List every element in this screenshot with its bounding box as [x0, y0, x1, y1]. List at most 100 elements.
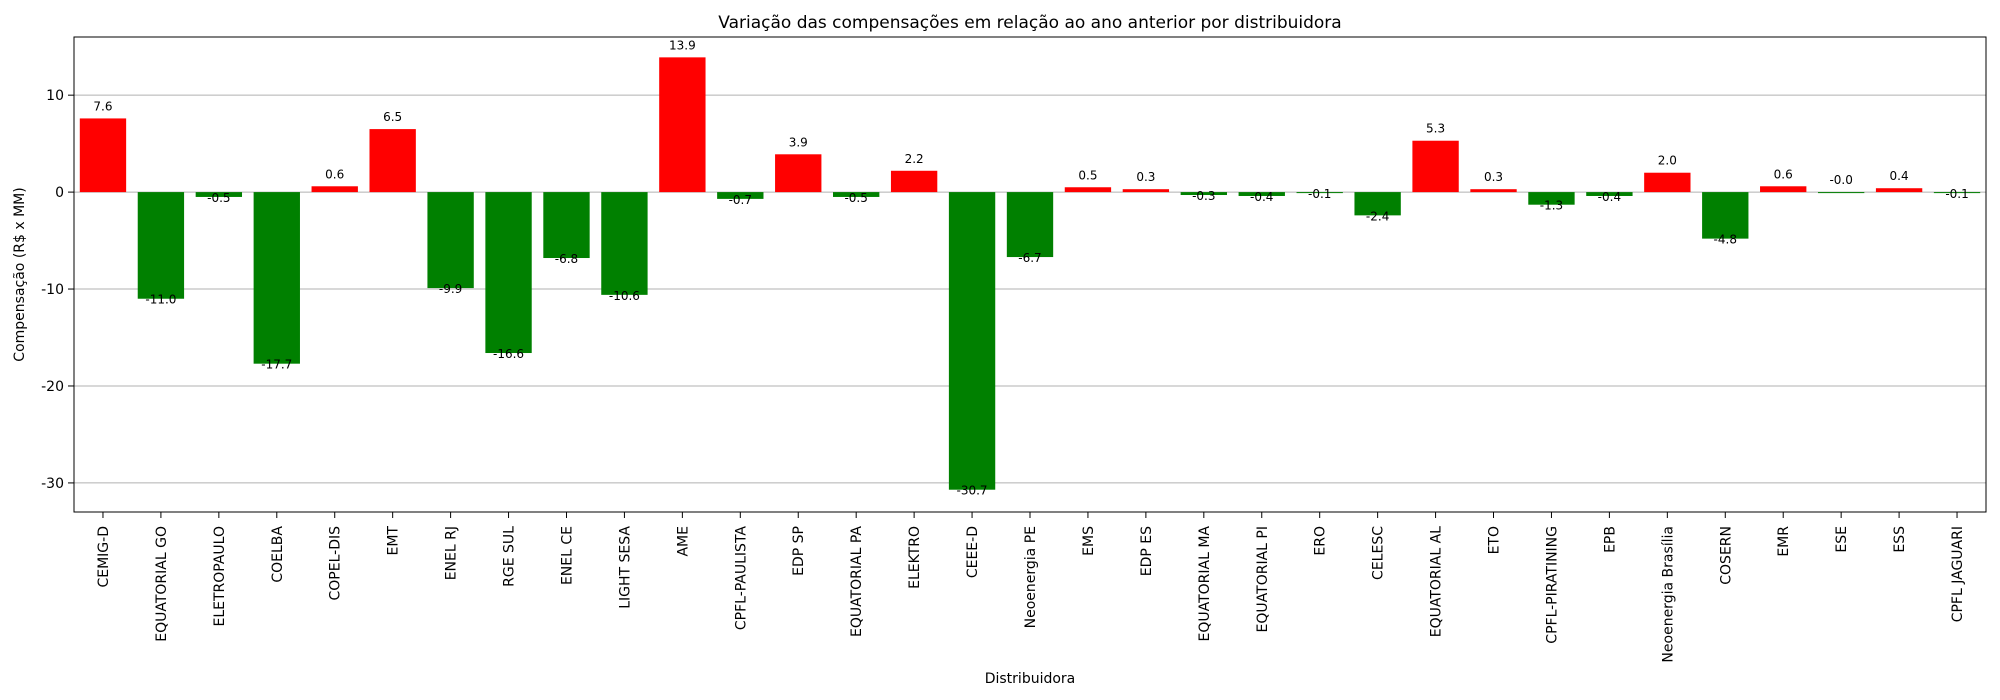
y-axis-title: Compensação (R$ x MM)	[12, 187, 28, 361]
bar	[253, 192, 300, 364]
bar	[1933, 192, 1981, 194]
bar	[543, 192, 590, 259]
x-tick-label: COPEL-DIS	[328, 526, 344, 601]
bar	[1875, 188, 1923, 193]
x-tick-label: RGE SUL	[502, 526, 518, 587]
data-label: -0.1	[1945, 187, 1968, 201]
x-tick-label: EQUATORIAL AL	[1429, 526, 1445, 637]
data-label: 2.0	[1658, 154, 1677, 168]
x-tick-label: Neoenergia Brasília	[1660, 526, 1676, 663]
bar	[427, 192, 474, 289]
data-label: 0.6	[1774, 167, 1793, 181]
data-label: -10.6	[609, 289, 640, 303]
bar	[1006, 192, 1054, 258]
data-label: -17.7	[261, 358, 292, 372]
x-tick-label: CEMIG-D	[96, 526, 112, 588]
data-label: -0.1	[1308, 187, 1331, 201]
x-axis: CEMIG-D EQUATORIAL GO ELETROPAULO COELBA COP…	[96, 512, 1966, 663]
x-tick-label: ESE	[1834, 526, 1850, 553]
data-label: -0.0	[1829, 173, 1852, 187]
bar	[1586, 192, 1633, 196]
x-tick-label: EPB	[1602, 526, 1618, 553]
x-tick-label: Neoenergia PE	[1023, 526, 1039, 628]
y-tick-label: -20	[41, 379, 64, 395]
x-tick-label: CEEE-D	[965, 526, 981, 578]
bar	[1817, 192, 1865, 194]
y-tick-label: -30	[41, 476, 64, 492]
x-tick-label: CPFL-PAULISTA	[733, 526, 749, 631]
x-axis-title: Distribuidora	[985, 671, 1076, 687]
bar	[311, 186, 358, 193]
x-tick-label: ERO	[1313, 526, 1329, 556]
data-label: 0.3	[1136, 170, 1155, 184]
data-label: 0.3	[1484, 170, 1503, 184]
bar	[1354, 192, 1401, 216]
data-label: -0.5	[207, 191, 230, 205]
bar	[1064, 187, 1112, 193]
bar	[775, 154, 822, 193]
x-tick-label: CPFL-PIRATINING	[1544, 526, 1560, 644]
data-label: -0.5	[844, 191, 867, 205]
bar	[1412, 140, 1459, 193]
x-tick-label: EMR	[1776, 526, 1792, 557]
bar	[1296, 192, 1343, 194]
x-tick-label: ETO	[1487, 526, 1503, 554]
bar	[369, 129, 416, 193]
bar	[1470, 189, 1517, 193]
bar	[1644, 172, 1691, 193]
x-tick-label: EQUATORIAL PA	[849, 526, 865, 637]
data-label: 3.9	[789, 135, 808, 149]
bar	[948, 192, 996, 490]
bar	[601, 192, 648, 295]
x-tick-label: EMT	[386, 526, 402, 556]
data-label: -0.7	[729, 193, 752, 207]
x-tick-label: CELESC	[1371, 526, 1387, 580]
x-tick-label: EQUATORIAL GO	[154, 526, 170, 642]
data-label: 13.9	[669, 38, 696, 52]
bar	[79, 118, 127, 193]
data-label: -0.4	[1598, 190, 1621, 204]
x-tick-label: EQUATORIAL MA	[1197, 526, 1213, 642]
data-label: -0.3	[1192, 189, 1215, 203]
y-tick-label: -10	[41, 282, 64, 298]
bar	[833, 192, 880, 197]
bar	[1238, 192, 1285, 196]
bar	[137, 192, 185, 299]
x-tick-label: COSERN	[1718, 526, 1734, 585]
data-label: 0.4	[1890, 169, 1909, 183]
data-label: -6.7	[1018, 251, 1041, 265]
data-label: -1.3	[1540, 199, 1563, 213]
bar	[1760, 186, 1807, 193]
x-tick-label: ESS	[1892, 526, 1908, 553]
y-tick-label: 10	[46, 88, 64, 104]
data-label: -0.4	[1250, 190, 1273, 204]
x-tick-label: EDP ES	[1139, 526, 1155, 576]
bar	[890, 170, 938, 193]
data-label: -30.7	[957, 484, 988, 498]
bar	[659, 57, 706, 193]
x-tick-label: AME	[675, 526, 691, 557]
chart-title: Variação das compensações em relação ao …	[718, 13, 1341, 33]
data-label: -16.6	[493, 347, 524, 361]
x-tick-label: ELETROPAULO	[212, 526, 228, 626]
data-label: -4.8	[1714, 233, 1737, 247]
bar	[1180, 192, 1227, 196]
bar	[195, 192, 243, 197]
data-label: -2.4	[1366, 209, 1389, 223]
data-label: 5.3	[1426, 122, 1445, 136]
y-axis: 10 0 -10 -20 -30	[41, 88, 74, 492]
x-tick-label: EMS	[1081, 526, 1097, 556]
plot-frame	[73, 36, 1987, 513]
data-label: 0.5	[1078, 168, 1097, 182]
bars	[79, 57, 1981, 490]
data-label: 7.6	[93, 99, 112, 113]
data-labels: 7.6 -11.0 -0.5 -17.7 0.6 6.5 -9.9 -16.6 -6.8 -10.…	[93, 38, 1968, 497]
x-tick-label: ELEKTRO	[907, 526, 923, 589]
x-tick-label: ENEL CE	[559, 526, 575, 585]
x-tick-label: EDP SP	[791, 526, 807, 576]
bar	[1702, 192, 1749, 239]
y-tick-label: 0	[55, 185, 64, 201]
bar	[485, 192, 532, 354]
